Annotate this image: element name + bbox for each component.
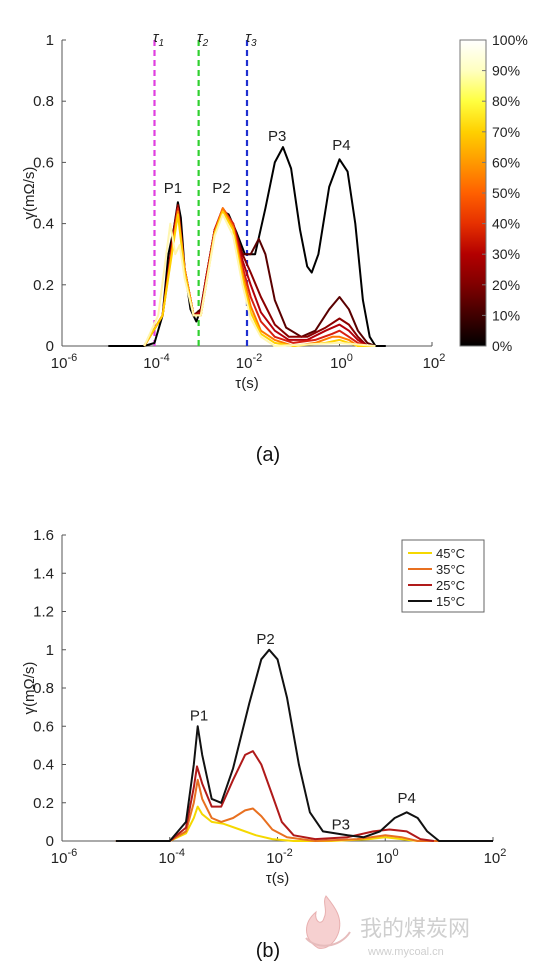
colorbar-label: 70% (492, 124, 520, 140)
y-tick-label: 1 (46, 642, 54, 659)
colorbar-label: 20% (492, 277, 520, 293)
series-line-100 (143, 213, 376, 347)
legend: 45°C35°C25°C15°C (401, 539, 485, 613)
x-tick-label: 10-6 (51, 352, 77, 372)
peak-label-p2: P2 (212, 180, 230, 197)
x-tick-label: 10-6 (51, 847, 77, 867)
flame-swirl-icon (305, 931, 351, 947)
peak-label-p1: P1 (164, 180, 182, 197)
panel-b-label: (b) (256, 940, 280, 962)
legend-entry: 25°C (436, 578, 465, 593)
series-line-35C (115, 778, 440, 842)
watermark: 我的煤炭网 www.mycoal.cn (305, 895, 470, 958)
series-line-80 (143, 210, 376, 347)
watermark-title: 我的煤炭网 (360, 916, 470, 941)
peak-label-p3: P3 (268, 128, 286, 145)
legend-entry: 45°C (436, 546, 465, 561)
peak-label-p4: P4 (332, 137, 350, 154)
colorbar-label: 40% (492, 216, 520, 232)
x-axis-label: τ(s) (235, 375, 258, 392)
peak-label-p1: P1 (190, 708, 208, 725)
y-tick-label: 0.6 (33, 718, 54, 735)
x-tick-label: 100 (376, 847, 399, 867)
legend-entry: 35°C (436, 562, 465, 577)
colorbar-label: 10% (492, 307, 520, 323)
panel-b-chart: 0 0.2 0.4 0.6 0.8 1 1.2 1.4 1.6 10-6 10-4 10-2 100 10… (21, 527, 506, 887)
x-tick-label: 102 (423, 352, 446, 372)
panel-a-label: (a) (256, 444, 280, 466)
y-axis-label: γ(mΩ/s) (21, 662, 38, 715)
colorbar-label: 90% (492, 63, 520, 79)
y-tick-label: 0.2 (33, 277, 54, 294)
colorbar-label: 30% (492, 246, 520, 262)
x-tick-label: 10-4 (159, 847, 185, 867)
y-tick-label: 1.2 (33, 604, 54, 621)
y-tick-label: 0.4 (33, 216, 54, 233)
x-tick-label: 100 (330, 352, 353, 372)
x-tick-label: 10-2 (236, 352, 262, 372)
flame-logo-icon (306, 895, 341, 949)
y-tick-label: 0.4 (33, 757, 54, 774)
colorbar-label: 60% (492, 154, 520, 170)
y-tick-label: 0.6 (33, 154, 54, 171)
y-tick-label: 0 (46, 338, 54, 355)
colorbar (459, 39, 487, 347)
series-line-15C (115, 648, 493, 842)
watermark-url: www.mycoal.cn (367, 946, 444, 958)
y-axis-label: γ(mΩ/s) (21, 167, 38, 220)
panel-a-chart: 0 0.2 0.4 0.6 0.8 1 10-6 10-4 10-2 100 102 τ(s) γ(mΩ… (21, 29, 528, 392)
y-tick-label: 0.8 (33, 93, 54, 110)
y-tick-label: 0 (46, 833, 54, 850)
tau-label: τ1 (153, 29, 164, 49)
y-tick-label: 1 (46, 32, 54, 49)
colorbar-label: 80% (492, 93, 520, 109)
series-line-25C (115, 750, 435, 842)
tau-label: τ2 (197, 29, 209, 49)
peak-label-p4: P4 (398, 790, 416, 807)
x-tick-label: 10-4 (143, 352, 169, 372)
x-tick-label: 102 (484, 847, 507, 867)
series-line-45C (115, 805, 440, 842)
series-line-0 (108, 146, 386, 347)
legend-entry: 15°C (436, 594, 465, 609)
y-tick-label: 1.6 (33, 527, 54, 544)
peak-label-p3: P3 (332, 817, 350, 834)
x-axis-label: τ(s) (266, 870, 289, 887)
x-tick-label: 10-2 (266, 847, 292, 867)
colorbar-label: 50% (492, 185, 520, 201)
colorbar-label: 0% (492, 338, 512, 354)
y-tick-label: 0.2 (33, 795, 54, 812)
y-tick-label: 0.8 (33, 680, 54, 697)
tau-label: τ3 (245, 29, 257, 49)
y-tick-label: 1.4 (33, 565, 54, 582)
peak-label-p2: P2 (256, 631, 274, 648)
colorbar-label: 100% (492, 32, 528, 48)
